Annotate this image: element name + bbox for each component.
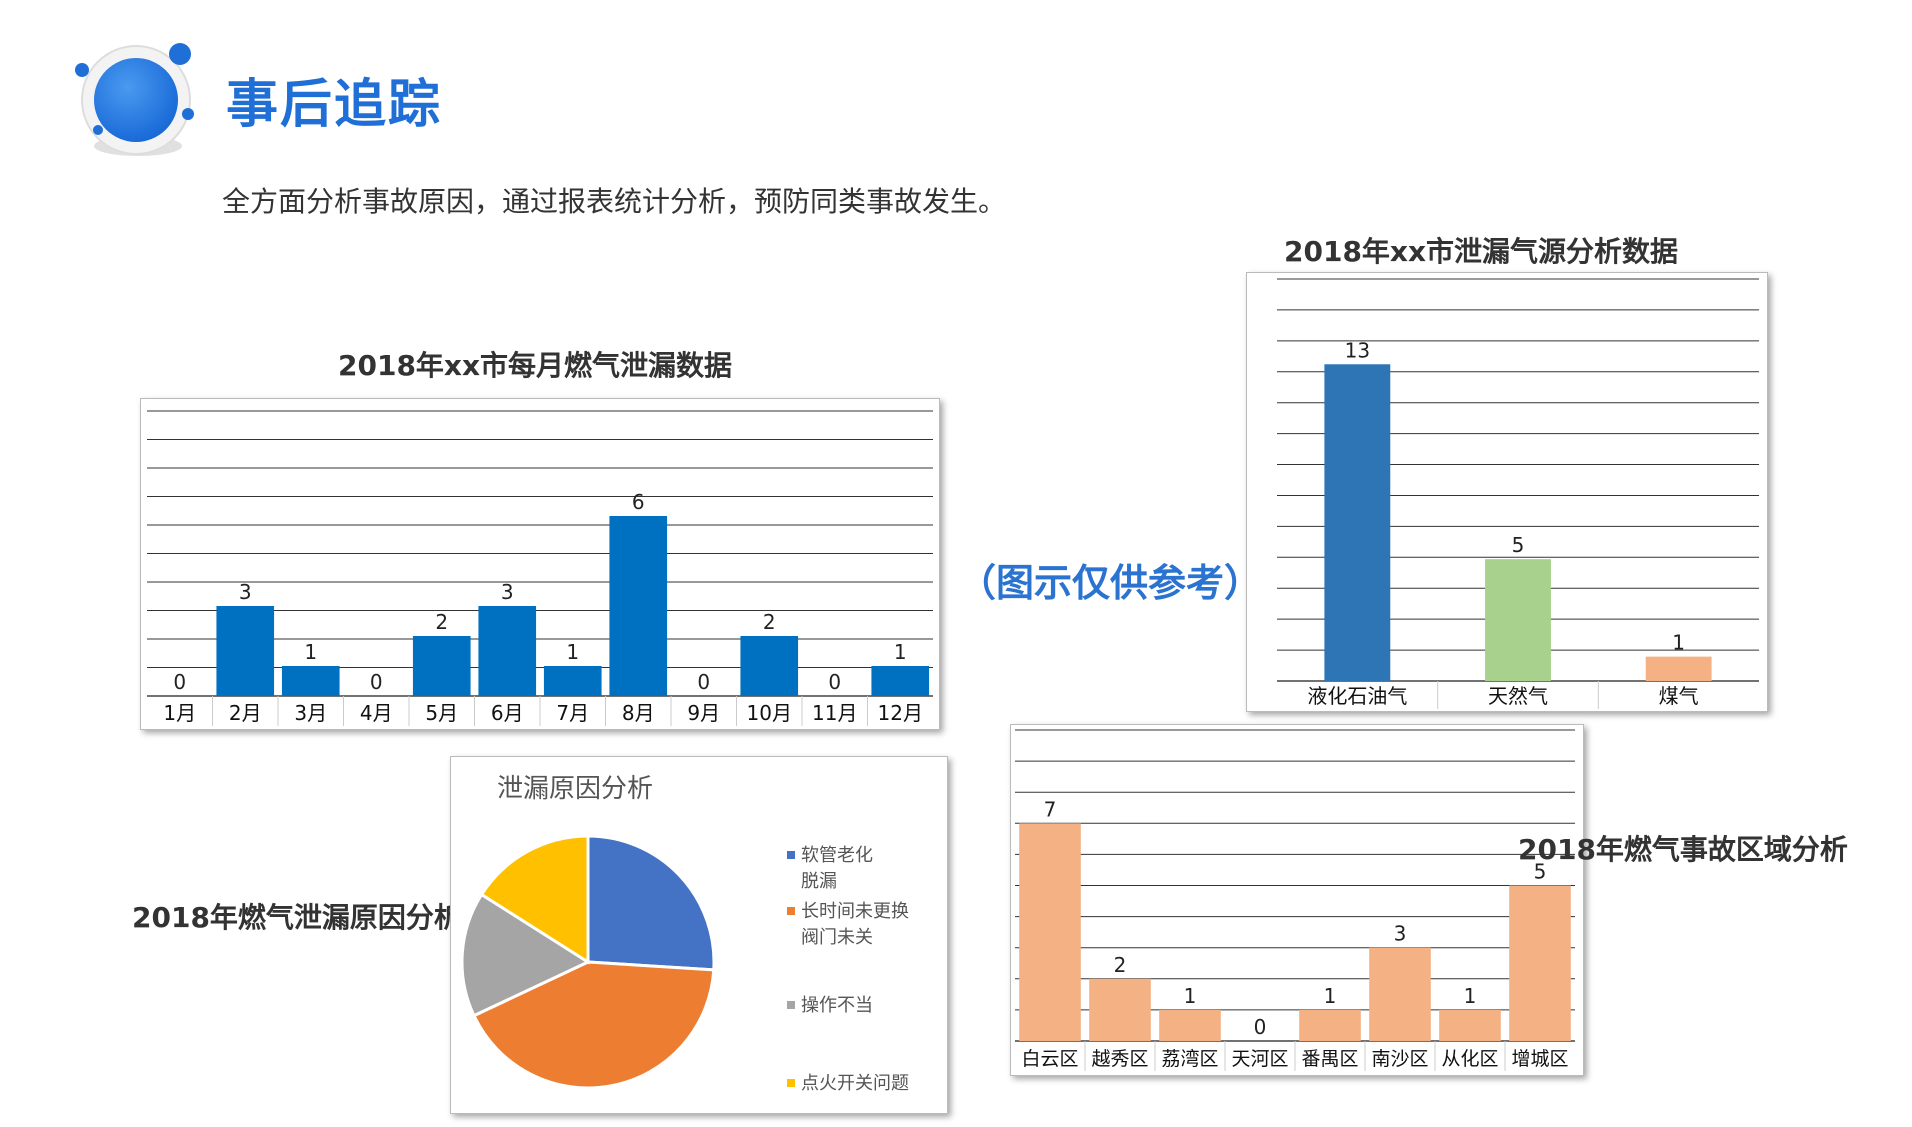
region-category-label: 天河区 (1231, 1048, 1288, 1070)
monthly-category-label: 4月 (360, 701, 393, 725)
region-category-label: 南沙区 (1371, 1048, 1428, 1070)
pie-legend-swatch (787, 851, 795, 859)
monthly-category-label: 3月 (294, 701, 327, 725)
source-bar-chart: 13 液化石油气 5 天然气 1 煤气 (1277, 278, 1759, 709)
region-bar-5 (1369, 947, 1431, 1041)
region-bar-6 (1439, 1009, 1501, 1041)
pie-legend-label: 软管老化 (801, 845, 873, 866)
region-bar-chart: 7 白云区 2 越秀区 1 荔湾区 0 天河区 1 番禺区 3 南沙区 1 从化区 5 增城区 (1015, 729, 1575, 1071)
region-value-label: 2 (1114, 953, 1127, 977)
pie-legend-label: 操作不当 (801, 995, 873, 1016)
monthly-category-label: 11月 (812, 701, 857, 725)
monthly-value-label: 1 (894, 640, 907, 664)
pie-legend-label: 长时间未更换 (801, 901, 909, 922)
region-value-label: 7 (1044, 797, 1057, 821)
monthly-category-label: 5月 (425, 701, 458, 725)
pie-legend-label: 阀门未关 (801, 927, 873, 948)
region-category-label: 番禺区 (1301, 1048, 1358, 1070)
monthly-value-label: 3 (239, 580, 252, 604)
region-category-label: 越秀区 (1091, 1048, 1148, 1070)
region-bar-0 (1019, 823, 1081, 1041)
region-bar-4 (1299, 1009, 1361, 1041)
logo-icon (75, 43, 194, 156)
pie-slice-1 (471, 960, 716, 1090)
page-subtitle: 全方面分析事故原因，通过报表统计分析，预防同类事故发生。 (222, 185, 1007, 218)
monthly-category-label: 9月 (687, 701, 720, 725)
monthly-value-label: 0 (173, 670, 186, 694)
region-value-label: 0 (1254, 1015, 1267, 1039)
monthly-bar-2 (281, 666, 340, 696)
monthly-bar-9 (740, 636, 799, 696)
source-category-label: 天然气 (1488, 684, 1548, 708)
source-chart-panel: 13 液化石油气 5 天然气 1 煤气 (1246, 272, 1768, 712)
monthly-value-label: 2 (435, 610, 448, 634)
source-bar-2 (1645, 656, 1712, 681)
region-bar-1 (1089, 978, 1151, 1041)
monthly-bar-5 (478, 606, 537, 696)
source-value-label: 1 (1672, 631, 1685, 655)
pie-legend-swatch (787, 907, 795, 915)
region-chart-panel: 7 白云区 2 越秀区 1 荔湾区 0 天河区 1 番禺区 3 南沙区 1 从化区 5 增城区 (1010, 724, 1584, 1076)
pie-slice-3 (479, 834, 590, 965)
source-value-label: 5 (1512, 533, 1525, 557)
monthly-category-label: 6月 (491, 701, 524, 725)
region-category-label: 荔湾区 (1161, 1048, 1218, 1070)
monthly-value-label: 1 (304, 640, 317, 664)
cause-chart-title: 2018年燃气泄漏原因分析 (132, 901, 462, 934)
source-value-label: 13 (1345, 338, 1370, 362)
monthly-category-label: 7月 (556, 701, 589, 725)
pie-legend-swatch (787, 1079, 795, 1087)
monthly-value-label: 3 (501, 580, 514, 604)
monthly-value-label: 1 (566, 640, 579, 664)
pie-inner-title: 泄漏原因分析 (497, 774, 653, 804)
region-chart-title: 2018年燃气事故区域分析 (1518, 833, 1848, 866)
monthly-category-label: 1月 (163, 701, 196, 725)
monthly-value-label: 6 (632, 490, 645, 514)
pie-legend-swatch (787, 1001, 795, 1009)
region-value-label: 1 (1184, 984, 1197, 1008)
source-chart-title: 2018年xx市泄漏气源分析数据 (1284, 235, 1679, 268)
monthly-bar-11 (871, 666, 930, 696)
source-category-label: 液化石油气 (1307, 684, 1407, 708)
monthly-category-label: 2月 (229, 701, 262, 725)
region-value-label: 1 (1464, 984, 1477, 1008)
monthly-value-label: 0 (697, 670, 710, 694)
region-category-label: 增城区 (1511, 1048, 1568, 1070)
region-value-label: 5 (1534, 860, 1547, 884)
monthly-bar-4 (412, 636, 471, 696)
pie-slice-2 (460, 892, 592, 1018)
monthly-bar-6 (543, 666, 602, 696)
monthly-value-label: 0 (828, 670, 841, 694)
region-category-label: 从化区 (1441, 1048, 1498, 1070)
source-category-label: 煤气 (1659, 684, 1699, 708)
pie-legend-label: 点火开关问题 (801, 1073, 909, 1094)
source-bar-0 (1324, 364, 1391, 681)
source-bar-1 (1485, 559, 1551, 681)
monthly-category-label: 10月 (747, 701, 792, 725)
monthly-value-label: 2 (763, 610, 776, 634)
region-bar-7 (1509, 885, 1571, 1041)
region-bar-2 (1159, 1009, 1221, 1041)
monthly-value-label: 0 (370, 670, 383, 694)
monthly-chart-panel: 0 1月 3 2月 1 3月 0 4月 2 5月 3 6月 1 7月 6 8月 0 9月 2 10月 0 11月 1 12月 (140, 398, 940, 730)
monthly-bar-chart: 0 1月 3 2月 1 3月 0 4月 2 5月 3 6月 1 7月 6 8月 0 9月 2 10月 0 11月 1 12月 (147, 410, 933, 726)
monthly-bar-1 (216, 606, 275, 696)
region-value-label: 3 (1394, 922, 1407, 946)
pie-slice-0 (586, 834, 716, 972)
cause-chart-panel: 泄漏原因分析软管老化脱漏长时间未更换 阀门未关操作不当点火开关问题 (450, 756, 948, 1114)
monthly-category-label: 8月 (622, 701, 655, 725)
monthly-bar-7 (609, 516, 668, 696)
page-title: 事后追踪 (226, 75, 443, 135)
monthly-category-label: 12月 (878, 701, 923, 725)
region-value-label: 1 (1324, 984, 1337, 1008)
reference-note: （图示仅供参考） (958, 561, 1263, 605)
region-category-label: 白云区 (1021, 1048, 1078, 1070)
pie-legend-label: 脱漏 (801, 871, 837, 892)
monthly-chart-title: 2018年xx市每月燃气泄漏数据 (338, 349, 733, 382)
